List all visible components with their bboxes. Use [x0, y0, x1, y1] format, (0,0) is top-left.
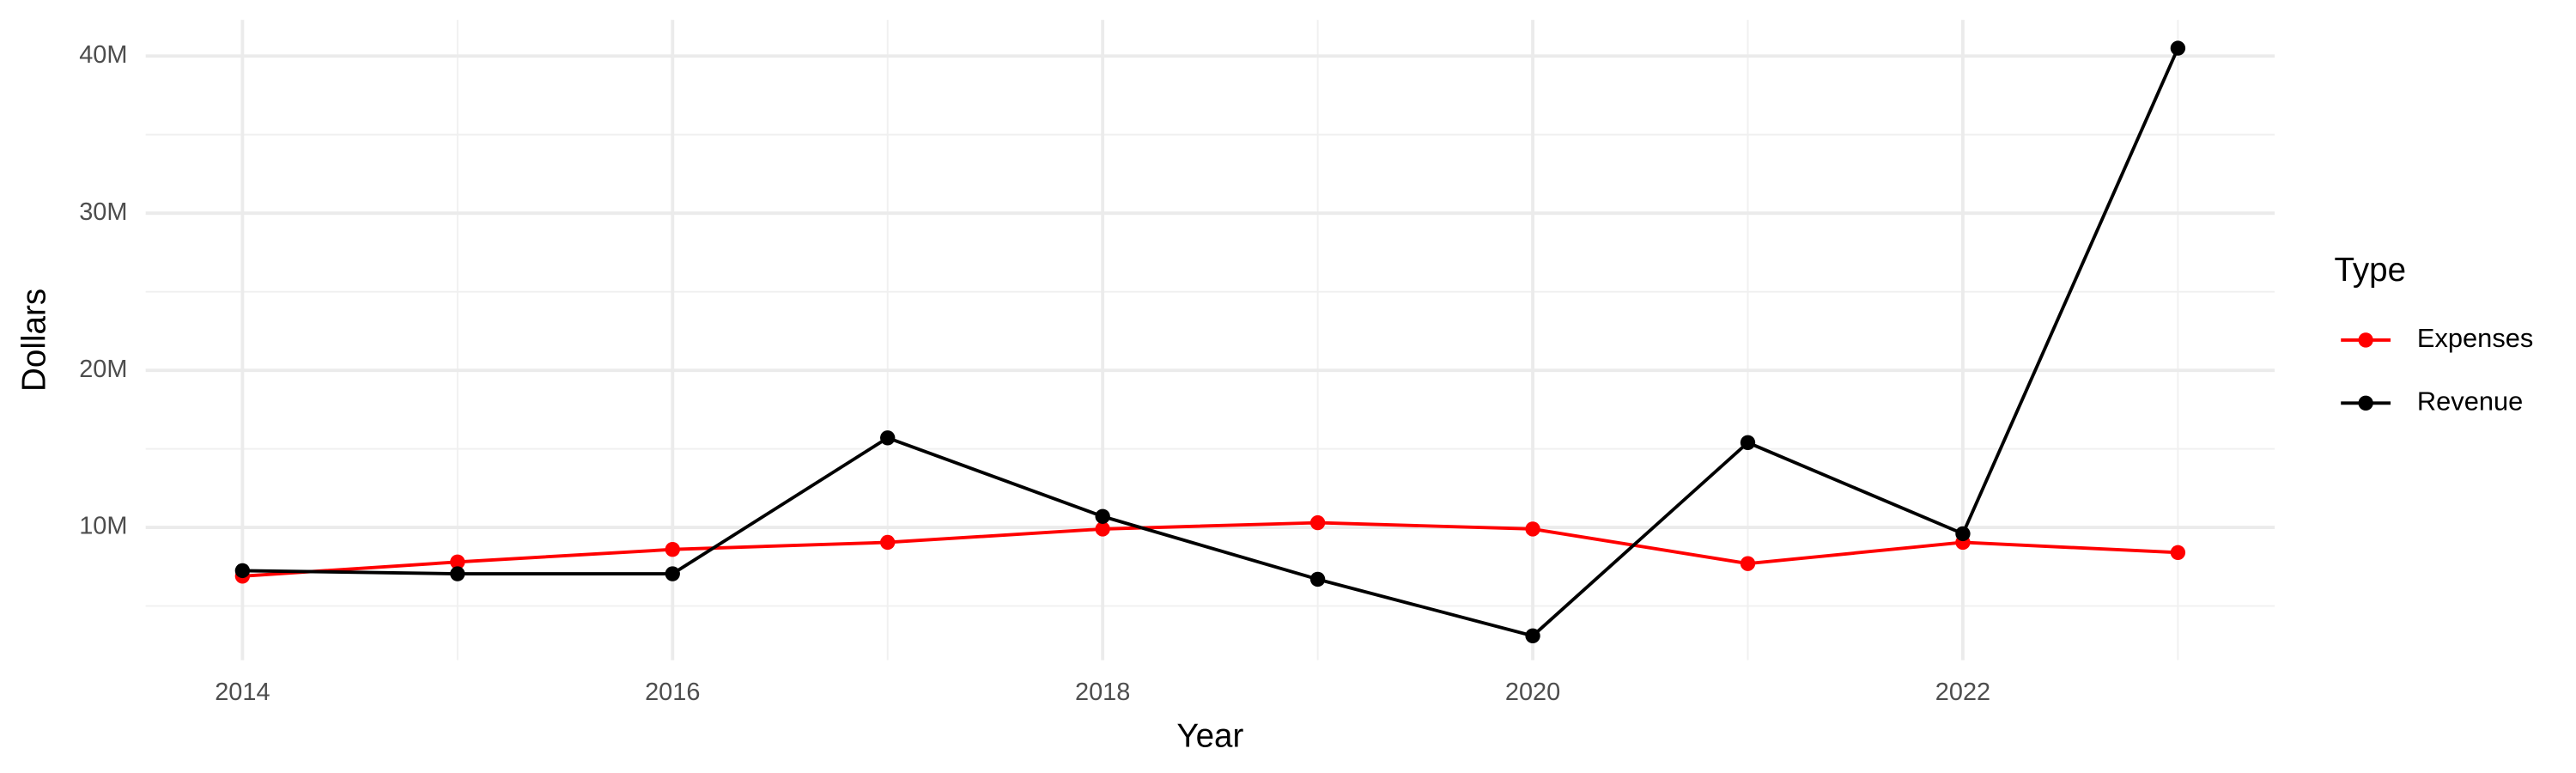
- y-tick-label: 20M: [79, 356, 127, 383]
- series-line: [242, 47, 2180, 638]
- x-tick-label: 2016: [645, 679, 700, 706]
- data-point: [450, 554, 465, 570]
- data-point: [1955, 526, 1971, 542]
- data-point: [1525, 628, 1540, 644]
- legend-title: Type: [2335, 252, 2407, 289]
- data-point: [1309, 571, 1326, 587]
- legend-label: Revenue: [2417, 386, 2523, 416]
- x-axis-title: Year: [1176, 718, 1243, 755]
- data-point: [234, 563, 251, 579]
- data-point: [880, 534, 896, 551]
- x-tick-label: 2022: [1935, 679, 1990, 706]
- x-tick-label: 2018: [1075, 679, 1130, 706]
- legend-label: Expenses: [2417, 323, 2533, 353]
- y-tick-label: 30M: [79, 198, 127, 226]
- data-point: [1740, 556, 1756, 571]
- data-point: [880, 430, 896, 446]
- data-point: [1309, 514, 1326, 531]
- x-tick-label: 2020: [1505, 679, 1560, 706]
- y-axis-title: Dollars: [16, 289, 53, 392]
- data-point: [1525, 521, 1540, 537]
- y-tick-label: 40M: [79, 41, 127, 69]
- data-point: [2170, 545, 2186, 561]
- series-line: [242, 520, 2178, 578]
- data-point: [450, 566, 465, 581]
- data-point: [1095, 521, 1110, 537]
- data-point: [665, 542, 680, 557]
- x-tick-label: 2014: [215, 679, 270, 706]
- legend-key-point: [2358, 332, 2373, 348]
- legend-key-point: [2358, 395, 2373, 411]
- data-point: [2170, 40, 2186, 56]
- data-point: [665, 566, 680, 581]
- y-tick-label: 10M: [79, 513, 127, 540]
- data-point: [1095, 508, 1110, 524]
- data-point: [1740, 435, 1756, 450]
